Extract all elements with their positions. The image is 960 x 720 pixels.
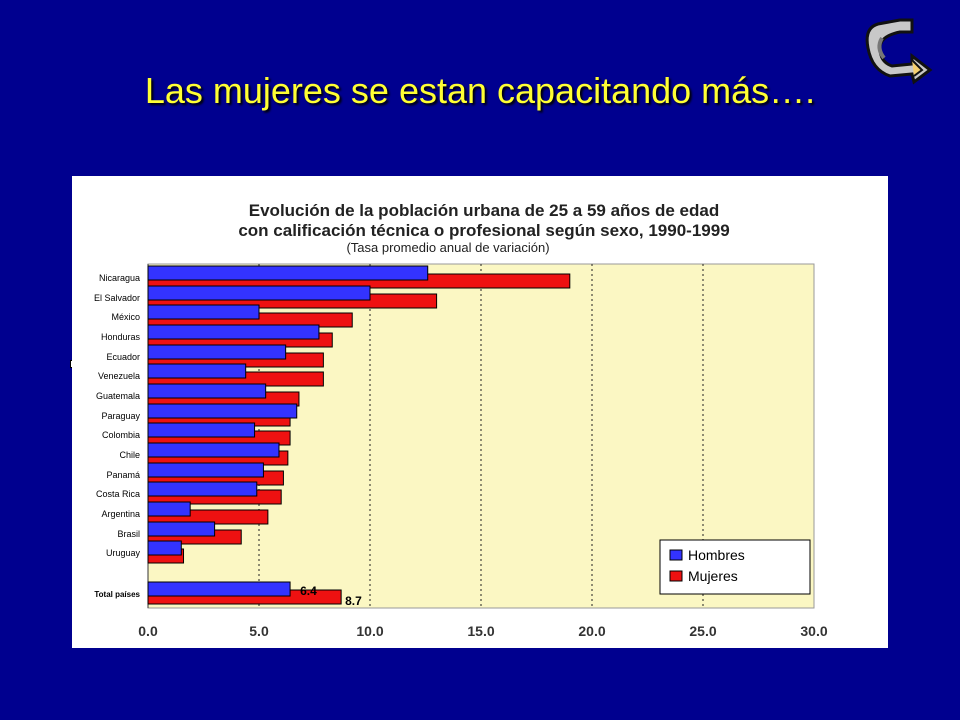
bar-hombres — [147, 581, 291, 597]
y-tick-label: El Salvador — [94, 293, 140, 303]
bar-hombres — [147, 344, 287, 360]
curved-arrow-icon[interactable] — [860, 14, 936, 104]
y-tick-label: Nicaragua — [99, 273, 140, 283]
bar-hombres — [147, 442, 280, 458]
x-tick-label: 10.0 — [356, 623, 383, 639]
data-label-hombres: 6.4 — [300, 584, 317, 598]
bar-hombres — [147, 501, 191, 517]
bar-hombres — [147, 324, 320, 340]
y-tick-label: Panamá — [106, 470, 140, 480]
x-tick-label: 25.0 — [689, 623, 716, 639]
legend-label-mujeres: Mujeres — [688, 568, 738, 584]
bar-hombres — [147, 521, 216, 537]
bar-hombres — [147, 383, 267, 399]
y-tick-label: Brasil — [117, 529, 140, 539]
y-tick-label: Chile — [119, 450, 140, 460]
chart: Evolución de la población urbana de 25 a… — [72, 176, 888, 648]
x-tick-label: 20.0 — [578, 623, 605, 639]
y-tick-label: Venezuela — [98, 371, 140, 381]
y-tick-label: Total países — [94, 590, 140, 599]
legend-swatch-mujeres — [669, 570, 683, 582]
chart-subtitle: (Tasa promedio anual de variación) — [346, 240, 549, 255]
x-tick-label: 15.0 — [467, 623, 494, 639]
bar-hombres — [147, 540, 182, 556]
y-tick-label: Colombia — [102, 430, 140, 440]
legend-label-hombres: Hombres — [688, 547, 745, 563]
x-tick-label: 0.0 — [138, 623, 158, 639]
bar-hombres — [147, 304, 260, 320]
legend-swatch-hombres — [669, 549, 683, 561]
y-tick-label: Costa Rica — [96, 489, 140, 499]
y-tick-label: Guatemala — [96, 391, 140, 401]
legend — [659, 539, 811, 595]
y-tick-label: Honduras — [101, 332, 141, 342]
y-tick-label: México — [111, 312, 140, 322]
slide-title: Las mujeres se estan capacitando más…. — [144, 70, 816, 111]
bar-hombres — [147, 363, 247, 379]
x-tick-label: 30.0 — [800, 623, 827, 639]
bar-hombres — [147, 285, 371, 301]
bar-hombres — [147, 403, 298, 419]
x-tick-label: 5.0 — [249, 623, 269, 639]
y-tick-label: Uruguay — [106, 548, 141, 558]
bar-hombres — [147, 265, 429, 281]
y-tick-label: Ecuador — [106, 352, 140, 362]
bar-hombres — [147, 422, 256, 438]
data-label-mujeres: 8.7 — [345, 594, 362, 608]
chart-title-line1: Evolución de la población urbana de 25 a… — [249, 201, 719, 220]
y-tick-label: Argentina — [101, 509, 140, 519]
bar-hombres — [147, 462, 264, 478]
bar-hombres — [147, 481, 258, 497]
y-tick-label: Paraguay — [101, 411, 140, 421]
chart-title-line2: con calificación técnica o profesional s… — [238, 221, 729, 240]
